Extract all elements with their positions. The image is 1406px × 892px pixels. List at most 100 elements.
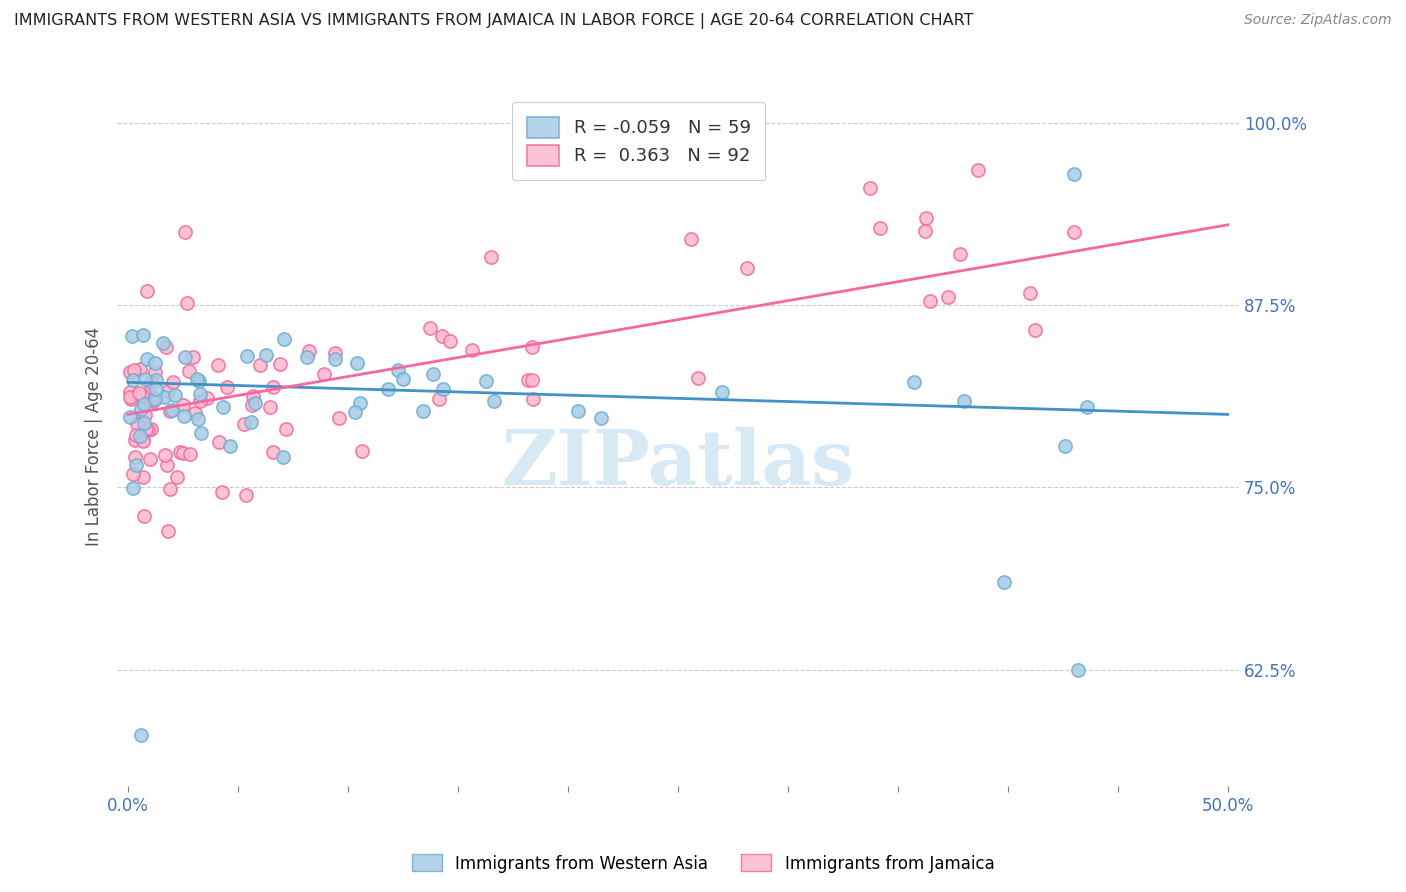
Point	[915, 211, 938, 225]
Point	[349, 396, 371, 410]
Point	[125, 417, 148, 431]
Point	[735, 261, 758, 276]
Point	[274, 422, 297, 436]
Point	[235, 488, 257, 502]
Point	[479, 250, 502, 264]
Point	[179, 364, 201, 378]
Point	[169, 445, 191, 459]
Point	[262, 380, 284, 394]
Point	[869, 221, 891, 235]
Point	[186, 372, 208, 386]
Point	[240, 398, 263, 412]
Point	[439, 334, 461, 348]
Point	[125, 428, 148, 442]
Point	[262, 444, 284, 458]
Point	[174, 225, 197, 239]
Point	[162, 375, 184, 389]
Point	[271, 450, 294, 464]
Point	[242, 389, 264, 403]
Text: IMMIGRANTS FROM WESTERN ASIA VS IMMIGRANTS FROM JAMAICA IN LABOR FORCE | AGE 20-: IMMIGRANTS FROM WESTERN ASIA VS IMMIGRAN…	[14, 13, 973, 29]
Point	[460, 343, 482, 357]
Point	[314, 367, 336, 381]
Point	[132, 470, 155, 484]
Point	[190, 425, 212, 440]
Point	[174, 350, 197, 364]
Point	[914, 224, 936, 238]
Point	[184, 406, 207, 420]
Point	[1076, 400, 1098, 414]
Point	[132, 433, 155, 447]
Point	[430, 329, 453, 343]
Point	[120, 385, 142, 400]
Point	[128, 429, 150, 443]
Point	[120, 365, 142, 379]
Point	[218, 439, 240, 453]
Point	[153, 390, 176, 404]
Point	[387, 363, 409, 377]
Point	[589, 411, 612, 425]
Point	[240, 415, 263, 429]
Point	[122, 481, 145, 495]
Point	[297, 350, 319, 364]
Point	[122, 363, 145, 377]
Point	[120, 392, 142, 406]
Point	[159, 404, 181, 418]
Point	[688, 371, 710, 385]
Point	[120, 390, 142, 404]
Point	[136, 424, 159, 438]
Point	[155, 340, 177, 354]
Point	[245, 396, 267, 410]
Point	[135, 351, 157, 366]
Point	[134, 408, 156, 422]
Point	[181, 350, 204, 364]
Point	[259, 401, 281, 415]
Point	[132, 390, 155, 404]
Point	[918, 293, 941, 308]
Point	[412, 404, 434, 418]
Point	[165, 388, 187, 402]
Point	[217, 380, 239, 394]
Point	[422, 367, 444, 381]
Point	[121, 329, 143, 343]
Point	[187, 374, 209, 388]
Point	[1053, 439, 1076, 453]
Point	[135, 422, 157, 436]
Point	[122, 467, 145, 481]
Point	[188, 393, 211, 408]
Point	[125, 458, 148, 472]
Point	[124, 450, 146, 464]
Point	[124, 433, 146, 447]
Point	[134, 372, 156, 386]
Point	[328, 411, 350, 425]
Point	[187, 411, 209, 425]
Point	[120, 410, 142, 425]
Point	[391, 372, 413, 386]
Y-axis label: In Labor Force | Age 20-64: In Labor Force | Age 20-64	[86, 326, 103, 546]
Point	[145, 374, 167, 388]
Point	[350, 443, 373, 458]
Point	[121, 373, 143, 387]
Point	[681, 231, 703, 245]
Point	[254, 348, 277, 362]
Point	[377, 382, 399, 396]
Point	[1067, 663, 1090, 677]
Point	[166, 470, 188, 484]
Point	[160, 403, 183, 417]
Legend: Immigrants from Western Asia, Immigrants from Jamaica: Immigrants from Western Asia, Immigrants…	[405, 847, 1001, 880]
Point	[139, 422, 162, 436]
Point	[188, 387, 211, 401]
Point	[903, 375, 925, 389]
Point	[173, 409, 195, 423]
Point	[269, 357, 291, 371]
Point	[520, 340, 543, 354]
Point	[142, 394, 165, 409]
Point	[432, 382, 454, 396]
Point	[207, 358, 229, 372]
Point	[343, 405, 366, 419]
Point	[232, 417, 254, 431]
Point	[134, 509, 156, 524]
Point	[325, 346, 347, 360]
Point	[143, 392, 166, 407]
Point	[142, 392, 165, 407]
Point	[211, 485, 233, 500]
